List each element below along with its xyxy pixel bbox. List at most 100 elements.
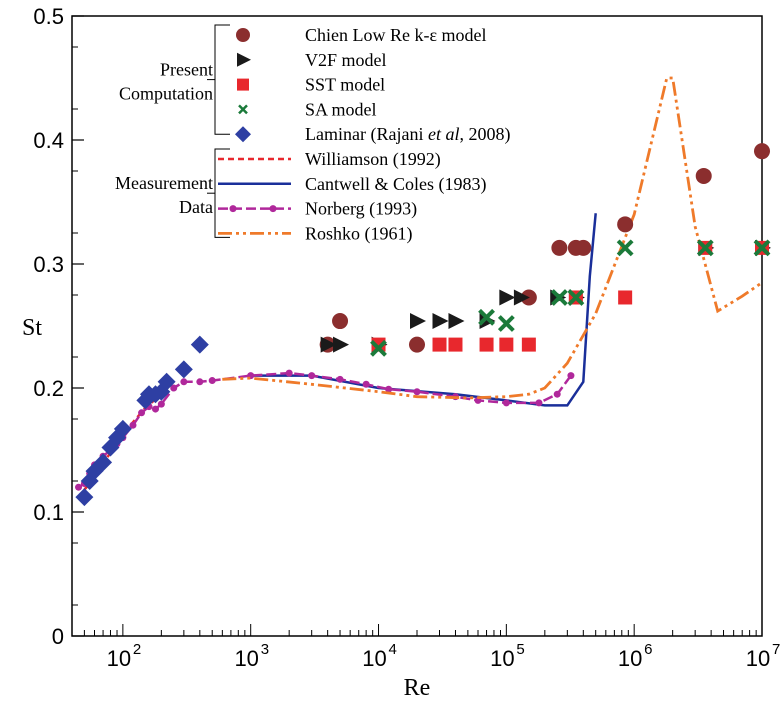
dot-marker <box>208 377 216 385</box>
circle-marker <box>754 143 770 160</box>
x-tick-label: 10 <box>107 646 131 671</box>
diamond-marker <box>94 453 113 472</box>
x-marker-stroke <box>616 239 634 257</box>
dot-marker <box>567 372 575 380</box>
legend: Chien Low Re k-ε model V2F model SST model… <box>115 24 510 244</box>
x-axis-label: Re <box>404 675 431 701</box>
square-marker <box>479 337 494 352</box>
x-tick-label: 10 <box>490 646 514 671</box>
square-marker <box>371 337 386 352</box>
dot-marker <box>336 375 344 383</box>
group-label: Computation <box>119 84 213 104</box>
x-marker-stroke <box>497 315 515 332</box>
circle-marker <box>332 313 349 330</box>
plot-frame <box>71 15 763 637</box>
series-layer <box>75 76 771 507</box>
dot-marker <box>151 405 159 413</box>
x-tick-label: 10 <box>362 646 386 671</box>
dot-marker <box>308 372 316 380</box>
y-tick-label: 0.4 <box>33 128 64 153</box>
diamond-marker <box>190 335 209 354</box>
x-marker <box>550 289 568 306</box>
dot-marker <box>362 380 370 388</box>
circle-marker <box>236 28 250 42</box>
square-marker <box>448 337 463 352</box>
legend-label: Norberg (1993) <box>305 199 417 220</box>
y-axis-label: St <box>22 315 42 341</box>
x-tick-label: 10 <box>746 646 770 671</box>
legend-x-marker <box>238 104 248 115</box>
dot-marker <box>269 205 277 213</box>
legend-x-stroke <box>238 104 248 115</box>
legend-label: SA model <box>305 99 377 119</box>
circle-marker <box>409 336 425 353</box>
square-marker <box>237 78 249 91</box>
diamond-marker <box>235 126 251 143</box>
x-tick-exponent: 6 <box>644 641 652 658</box>
x-marker-stroke <box>550 289 568 306</box>
square-marker <box>521 337 536 352</box>
group-label: Measurement <box>115 173 213 193</box>
y-tick-label: 0.1 <box>33 500 64 525</box>
triangle-marker <box>448 313 465 330</box>
circle-marker <box>551 239 568 256</box>
triangle-marker <box>333 336 350 353</box>
triangle-marker <box>432 313 449 330</box>
circle-marker <box>695 167 712 184</box>
x-tick-exponent: 7 <box>772 641 780 658</box>
dot-marker <box>535 399 543 407</box>
x-marker <box>370 339 387 357</box>
dot-marker <box>170 384 178 392</box>
dot-marker <box>553 390 561 398</box>
series-3 <box>370 239 771 357</box>
x-tick-exponent: 5 <box>516 641 524 658</box>
dot-marker <box>385 385 393 393</box>
dot-marker <box>180 378 188 386</box>
circle-marker <box>575 239 592 256</box>
y-tick-label: 0.2 <box>33 376 64 401</box>
square-marker <box>499 337 514 352</box>
triangle-marker <box>320 336 337 353</box>
x-marker-stroke <box>478 308 495 326</box>
dot-marker <box>502 399 510 407</box>
y-tick-labels: 0 0.1 0.2 0.3 0.4 0.5 <box>33 4 64 649</box>
diamond-marker <box>174 360 193 379</box>
legend-label: Chien Low Re k-ε model <box>305 25 487 45</box>
x-tick-labels: 10 2 10 3 10 4 10 5 10 6 10 7 <box>107 641 780 671</box>
dot-marker <box>129 421 137 429</box>
group-label: Present <box>160 60 213 80</box>
x-marker-stroke <box>567 289 585 306</box>
legend-label: Cantwell & Coles (1983) <box>305 174 486 195</box>
dot-marker <box>413 388 421 396</box>
triangle-marker <box>237 52 251 67</box>
x-tick-exponent: 4 <box>389 641 397 658</box>
dot-marker <box>138 409 146 417</box>
x-tick-label: 10 <box>618 646 642 671</box>
x-tick-label: 10 <box>234 646 258 671</box>
triangle-marker <box>513 289 530 306</box>
x-marker <box>497 315 515 332</box>
diamond-marker <box>75 488 94 507</box>
x-marker <box>696 239 714 257</box>
y-tick-label: 0 <box>52 624 64 649</box>
circle-marker <box>617 216 634 233</box>
legend-label: Roshko (1961) <box>305 223 413 244</box>
x-tick-exponent: 3 <box>261 641 269 658</box>
triangle-marker <box>499 289 516 306</box>
dot-marker <box>157 400 165 408</box>
y-tick-label: 0.3 <box>33 252 64 277</box>
x-marker-stroke <box>370 339 387 357</box>
x-tick-exponent: 2 <box>133 641 141 658</box>
dot-marker <box>229 205 237 213</box>
dot-marker <box>75 483 83 491</box>
group-label: Data <box>179 197 213 217</box>
series-6 <box>250 213 597 407</box>
x-marker-stroke <box>753 239 771 257</box>
triangle-marker <box>410 313 426 330</box>
x-marker <box>753 239 771 257</box>
x-marker <box>616 239 634 257</box>
x-marker <box>567 289 585 306</box>
y-tick-label: 0.5 <box>33 4 64 29</box>
legend-label: Williamson (1992) <box>305 149 441 170</box>
